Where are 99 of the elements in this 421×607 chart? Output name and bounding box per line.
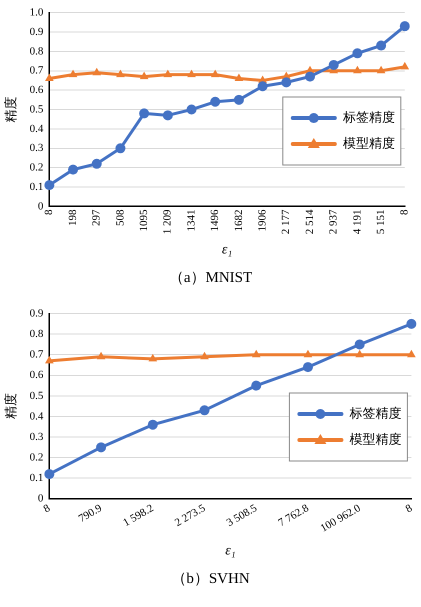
y-tick-label: 0.1 xyxy=(30,180,44,193)
point xyxy=(92,158,102,169)
y-axis-title: 精度 xyxy=(3,96,20,123)
x-tick-label: 3 508.5 xyxy=(224,502,260,530)
point xyxy=(234,94,244,105)
x-tick-label: 7 762.8 xyxy=(276,502,312,530)
point xyxy=(400,62,410,70)
y-tick-label: 0.8 xyxy=(30,45,44,58)
point xyxy=(68,164,78,175)
point xyxy=(210,96,220,107)
x-tick-label: 8 xyxy=(398,208,411,215)
y-tick-label: 0.5 xyxy=(30,103,44,116)
x-tick-label: 8 xyxy=(43,208,56,215)
x-tick-label: 8 xyxy=(404,502,415,516)
y-tick-label: 0.6 xyxy=(30,369,44,382)
legend-label: 模型精度 xyxy=(349,431,402,448)
point xyxy=(140,72,148,80)
point xyxy=(281,77,292,88)
x-tick-label: 1 209 xyxy=(162,208,174,234)
y-tick-label: 1.0 xyxy=(30,6,44,18)
point xyxy=(305,72,316,82)
point xyxy=(400,21,410,32)
point xyxy=(407,350,416,358)
point xyxy=(186,104,197,115)
x-axis-title: ε₁ xyxy=(222,242,232,258)
x-tick-label: 1341 xyxy=(185,209,198,232)
point xyxy=(164,70,172,78)
point xyxy=(187,70,196,78)
x-tick-label: 1 598.2 xyxy=(121,502,156,530)
x-tick-label: 1682 xyxy=(232,209,245,232)
point xyxy=(139,108,150,118)
point xyxy=(96,352,106,360)
point xyxy=(45,74,54,82)
point xyxy=(44,469,54,480)
x-tick-label: 508 xyxy=(114,208,126,226)
point xyxy=(162,110,173,120)
point xyxy=(200,352,209,360)
y-tick-label: 0.4 xyxy=(30,410,44,422)
point xyxy=(353,66,362,74)
y-tick-label: 0.1 xyxy=(30,472,44,484)
point xyxy=(354,339,365,350)
point xyxy=(68,70,78,78)
y-tick-label: 0.3 xyxy=(30,142,44,154)
point xyxy=(115,143,126,154)
point xyxy=(96,442,106,452)
y-tick-label: 0 xyxy=(38,200,44,212)
point xyxy=(352,48,362,58)
point xyxy=(304,350,312,358)
point xyxy=(148,354,158,362)
y-tick-label: 0.9 xyxy=(30,307,44,320)
y-tick-label: 0.8 xyxy=(30,328,44,340)
point xyxy=(328,60,339,70)
y-tick-label: 0.7 xyxy=(30,64,44,77)
point xyxy=(376,66,386,74)
text: （b）SVHN xyxy=(170,570,251,588)
point xyxy=(234,74,244,82)
y-tick-label: 0.3 xyxy=(30,430,44,443)
point xyxy=(210,70,220,78)
point xyxy=(148,420,158,430)
y-tick-label: 0.4 xyxy=(30,122,44,135)
x-tick-label: 8 xyxy=(42,502,53,516)
point xyxy=(45,356,54,364)
x-tick-label: 1095 xyxy=(138,208,150,232)
point xyxy=(252,350,261,358)
x-tick-label: 5 151 xyxy=(374,209,387,234)
x-tick-label: 1496 xyxy=(209,208,222,232)
point xyxy=(92,68,102,76)
point xyxy=(376,40,386,51)
x-axis-title: ε₁ xyxy=(225,543,236,558)
x-tick-label: 100 962.0 xyxy=(318,502,364,535)
point xyxy=(251,380,262,391)
legend-label: 标签精度 xyxy=(348,405,402,422)
text: （a）MNIST xyxy=(168,269,254,287)
legend-label: 标签精度 xyxy=(342,109,395,126)
y-tick-label: 0.7 xyxy=(30,348,44,361)
y-tick-label: 0.5 xyxy=(30,390,44,402)
point xyxy=(44,180,54,190)
y-axis-title: 精度 xyxy=(3,393,20,420)
x-tick-label: 2 177 xyxy=(280,208,292,234)
x-tick-label: 4 191 xyxy=(351,209,364,234)
legend-label: 模型精度 xyxy=(342,135,395,152)
point xyxy=(200,405,210,416)
point xyxy=(302,362,313,372)
point xyxy=(116,70,125,78)
x-tick-label: 297 xyxy=(90,208,103,226)
y-tick-label: 0.2 xyxy=(30,452,44,464)
x-tick-label: 2 937 xyxy=(328,208,340,234)
point xyxy=(355,350,364,358)
y-tick-label: 0.9 xyxy=(30,26,44,38)
point xyxy=(258,81,268,92)
x-tick-label: 790.9 xyxy=(76,502,104,525)
x-tick-label: 1906 xyxy=(256,208,269,232)
y-tick-label: 0 xyxy=(38,492,44,505)
point xyxy=(406,318,416,329)
x-tick-label: 198 xyxy=(66,208,79,226)
y-tick-label: 0.6 xyxy=(30,84,44,96)
x-tick-label: 2 514 xyxy=(304,208,316,234)
x-tick-label: 2 273.5 xyxy=(172,502,208,530)
y-tick-label: 0.2 xyxy=(30,162,44,174)
